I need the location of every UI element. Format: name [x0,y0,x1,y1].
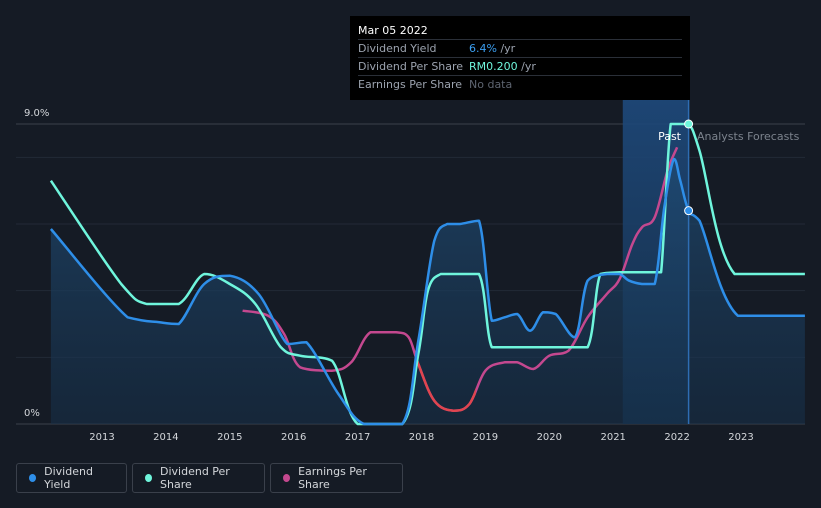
x-tick-label: 2014 [153,432,178,443]
tooltip-value: RM0.200 /yr [469,58,536,75]
x-tick-label: 2015 [217,432,242,443]
data-tooltip: Mar 05 2022 Dividend Yield 6.4% /yr Divi… [350,16,690,100]
legend-dot-icon [29,474,37,482]
dividend-yield-marker [684,206,694,216]
yield-unit: /yr [496,42,516,55]
tooltip-row-yield: Dividend Yield 6.4% /yr [358,39,682,57]
x-tick-label: 2023 [728,432,753,443]
legend-item-earnings-per-share[interactable]: Earnings Per Share [270,463,403,493]
legend-label: Dividend Yield [44,465,93,491]
earnings-per-share-line [242,146,679,412]
x-tick-label: 2017 [345,432,370,443]
past-label: Past [658,130,682,143]
forecast-label: Analysts Forecasts [697,130,800,143]
dividend-history-chart: 9.0% 0% Past Analysts Forecasts 2013 2014… [16,96,805,443]
y-tick-label-top: 9.0% [24,108,49,119]
x-tick-label: 2020 [537,432,562,443]
tooltip-date: Mar 05 2022 [358,24,428,37]
legend-item-dividend-per-share[interactable]: Dividend Per Share [132,463,265,493]
dividend-per-share-line [49,122,805,426]
tooltip-label: Dividend Per Share [358,60,464,73]
x-tick-label: 2022 [664,432,689,443]
tooltip-value: 6.4% /yr [469,40,515,57]
dividend-yield-line [49,157,805,426]
legend-dot-icon [145,474,152,482]
legend-label: Dividend Per Share [160,465,230,491]
eps-value: No data [469,78,513,91]
tooltip-value: No data [469,76,512,93]
x-tick-label: 2021 [600,432,625,443]
tooltip-row-eps: Earnings Per Share No data [358,75,682,93]
legend-label: Earnings Per Share [298,465,367,491]
tooltip-label: Dividend Yield [358,42,437,55]
y-tick-label-bottom: 0% [24,408,40,419]
dps-unit: /yr [517,60,536,73]
dividend-per-share-marker [684,119,694,129]
x-tick-label: 2016 [281,432,306,443]
legend-item-dividend-yield[interactable]: Dividend Yield [16,463,127,493]
yield-value: 6.4% [469,42,497,55]
dps-value: RM0.200 [469,60,518,73]
x-tick-label: 2013 [89,432,114,443]
x-tick-label: 2019 [473,432,498,443]
tooltip-label: Earnings Per Share [358,78,463,91]
legend-dot-icon [283,474,291,482]
tooltip-row-dps: Dividend Per Share RM0.200 /yr [358,57,682,75]
x-tick-label: 2018 [409,432,434,443]
